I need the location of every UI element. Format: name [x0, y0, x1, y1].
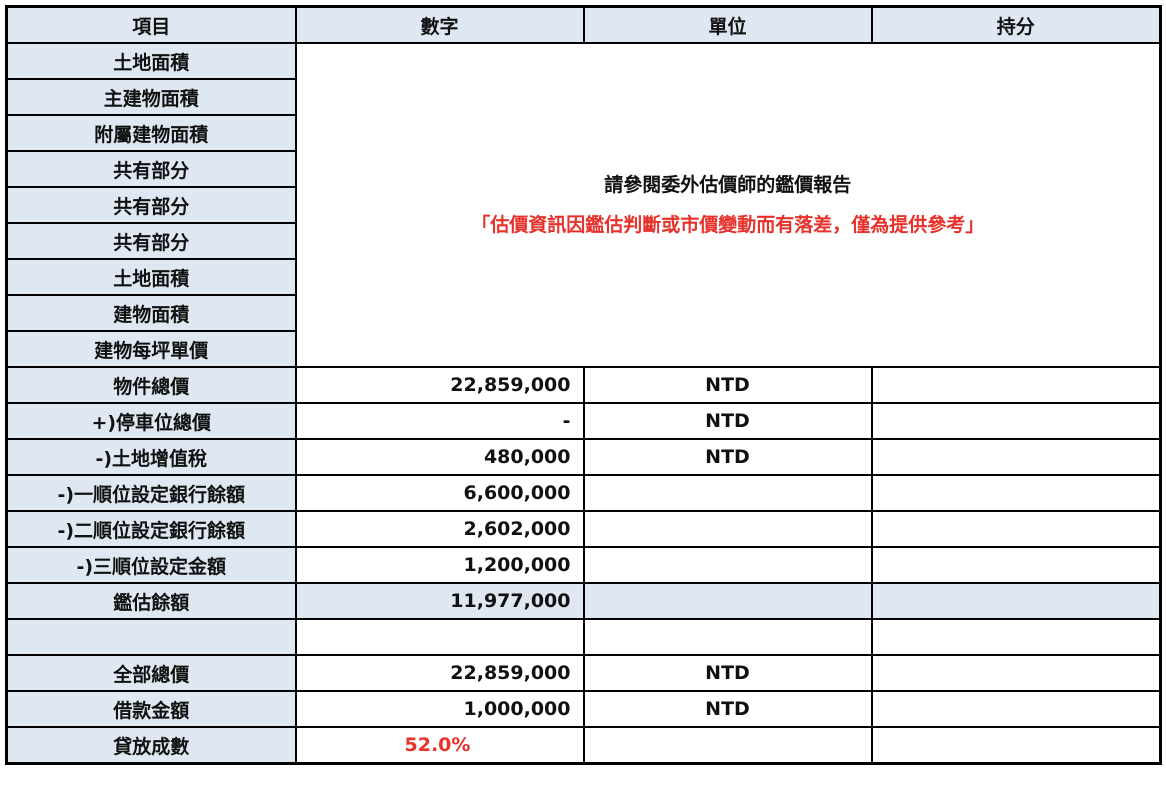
header-number: 數字	[294, 5, 585, 44]
row-unit: NTD	[582, 366, 873, 404]
row-label: 貸放成數	[5, 726, 297, 765]
row-value: 11,977,000	[294, 582, 585, 620]
row-share	[870, 366, 1162, 404]
area-label: 土地面積	[5, 258, 297, 296]
table-row-ltv: 貸放成數 52.0%	[5, 726, 1162, 765]
row-label: +)停車位總價	[5, 402, 297, 440]
row-value: 6,600,000	[294, 474, 585, 512]
row-value: 480,000	[294, 438, 585, 476]
row-value: -	[294, 402, 585, 440]
ltv-value: 52.0%	[294, 726, 585, 765]
row-label: -)二順位設定銀行餘額	[5, 510, 297, 548]
table-row: -)二順位設定銀行餘額 2,602,000	[5, 510, 1162, 548]
row-unit	[582, 618, 873, 656]
row-unit	[582, 726, 873, 765]
header-item: 項目	[5, 5, 297, 44]
row-label	[5, 618, 297, 656]
row-unit	[582, 474, 873, 512]
area-label: 附屬建物面積	[5, 114, 297, 152]
row-label: 物件總價	[5, 366, 297, 404]
row-unit: NTD	[582, 402, 873, 440]
row-value: 2,602,000	[294, 510, 585, 548]
row-unit	[582, 510, 873, 548]
table-row: -)土地增值稅 480,000 NTD	[5, 438, 1162, 476]
row-share	[870, 474, 1162, 512]
area-label: 共有部分	[5, 150, 297, 188]
table-row: 鑑估餘額 11,977,000	[5, 582, 1162, 620]
area-label: 土地面積	[5, 42, 297, 80]
area-label: 建物每坪單價	[5, 330, 297, 368]
row-value: 22,859,000	[294, 366, 585, 404]
table-row: 全部總價 22,859,000 NTD	[5, 654, 1162, 692]
header-row: 項目 數字 單位 持分	[5, 5, 1162, 44]
row-share	[870, 726, 1162, 765]
table-row: -)一順位設定銀行餘額 6,600,000	[5, 474, 1162, 512]
valuation-table: 項目 數字 單位 持分 土地面積 請參閱委外估價師的鑑價報告 「估價資訊因鑑估判…	[5, 5, 1162, 765]
row-label: 借款金額	[5, 690, 297, 728]
header-unit: 單位	[582, 5, 873, 44]
area-label: 共有部分	[5, 222, 297, 260]
row-share	[870, 654, 1162, 692]
row-value: 22,859,000	[294, 654, 585, 692]
row-unit: NTD	[582, 438, 873, 476]
row-value	[294, 618, 585, 656]
row-value: 1,200,000	[294, 546, 585, 584]
table-row: 物件總價 22,859,000 NTD	[5, 366, 1162, 404]
row-share	[870, 510, 1162, 548]
row-share	[870, 618, 1162, 656]
row-unit: NTD	[582, 654, 873, 692]
row-value: 1,000,000	[294, 690, 585, 728]
area-label: 主建物面積	[5, 78, 297, 116]
row-share	[870, 546, 1162, 584]
row-label: -)一順位設定銀行餘額	[5, 474, 297, 512]
note-line: 請參閱委外估價師的鑑價報告	[604, 174, 852, 196]
table-row: +)停車位總價 - NTD	[5, 402, 1162, 440]
row-share	[870, 438, 1162, 476]
appraisal-note: 請參閱委外估價師的鑑價報告 「估價資訊因鑑估判斷或市價變動而有落差，僅為提供參考…	[294, 42, 1162, 368]
area-label: 建物面積	[5, 294, 297, 332]
row-share	[870, 402, 1162, 440]
row-share	[870, 690, 1162, 728]
row-label: -)土地增值稅	[5, 438, 297, 476]
row-label: -)三順位設定金額	[5, 546, 297, 584]
row-unit	[582, 582, 873, 620]
row-share	[870, 582, 1162, 620]
row-unit: NTD	[582, 690, 873, 728]
area-label: 共有部分	[5, 186, 297, 224]
note-warning: 「估價資訊因鑑估判斷或市價變動而有落差，僅為提供參考」	[471, 214, 985, 236]
row-label: 鑑估餘額	[5, 582, 297, 620]
table-row	[5, 618, 1162, 656]
row-unit	[582, 546, 873, 584]
table-row: -)三順位設定金額 1,200,000	[5, 546, 1162, 584]
header-share: 持分	[870, 5, 1162, 44]
table-row: 借款金額 1,000,000 NTD	[5, 690, 1162, 728]
row-label: 全部總價	[5, 654, 297, 692]
